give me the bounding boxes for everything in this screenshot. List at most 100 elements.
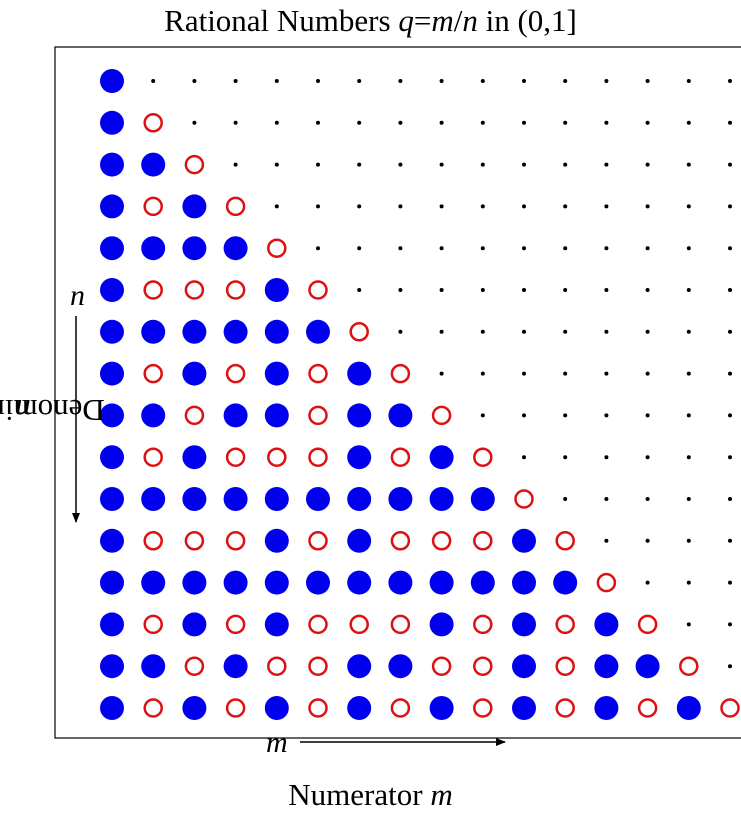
grid-dot-m9-n2 [439,120,444,125]
grid-dot-m12-n1 [563,79,568,83]
reduced-point-m6-n13 [306,570,330,595]
grid-dot-m13-n9 [604,413,609,418]
reduced-point-m3-n4 [182,194,207,219]
reduced-point-m11-n12 [512,528,536,553]
reduced-point-m3-n5 [182,236,207,261]
nonreduced-point-m12-n15 [555,656,575,676]
grid-dot-m15-n13 [686,580,691,585]
reduced-point-m3-n7 [182,319,207,344]
nonreduced-point-m6-n8 [308,363,328,384]
reduced-point-m1-n12 [100,528,124,553]
grid-dot-m6-n1 [316,79,320,83]
reduced-point-m2-n7 [141,319,166,344]
nonreduced-point-m10-n14 [473,614,493,635]
reduced-point-m1-n5 [100,236,124,261]
grid-dot-m16-n3 [728,162,732,167]
nonreduced-point-m3-n6 [184,280,205,300]
nonreduced-point-m9-n12 [431,531,452,551]
grid-dot-m13-n11 [604,497,609,501]
grid-dot-m13-n6 [604,288,609,292]
grid-dot-m16-n1 [728,79,732,83]
nonreduced-point-m6-n16 [308,698,328,718]
grid-dot-m14-n12 [645,538,650,543]
reduced-point-m13-n15 [594,654,619,679]
reduced-point-m9-n16 [429,696,454,720]
grid-dot-m11-n4 [522,204,526,209]
grid-dot-m14-n8 [645,371,650,376]
grid-dot-m9-n8 [439,371,444,376]
reduced-point-m7-n15 [347,654,372,679]
reduced-point-m4-n13 [223,570,248,595]
nonreduced-point-m6-n9 [308,405,328,426]
chart-title: Rational Numbers q=m/n in (0,1] [164,3,577,38]
nonreduced-point-m11-n11 [514,489,534,509]
reduced-point-m11-n16 [512,696,536,720]
nonreduced-point-m3-n3 [184,154,205,175]
grid-dot-m9-n7 [439,329,444,334]
grid-dot-m14-n3 [645,162,650,167]
grid-dot-m8-n6 [398,288,403,292]
nonreduced-point-m8-n10 [390,447,411,467]
reduced-point-m5-n6 [264,278,289,302]
reduced-point-m2-n9 [141,403,166,428]
reduced-point-m1-n10 [100,445,124,470]
grid-dot-m15-n6 [686,288,691,292]
reduced-point-m2-n15 [141,654,166,679]
nonreduced-point-m7-n14 [349,614,369,635]
reduced-point-m1-n2 [100,110,124,135]
grid-dot-m8-n5 [398,246,403,251]
reduced-point-m7-n13 [347,570,372,595]
nonreduced-point-m6-n6 [308,280,328,300]
reduced-point-m5-n11 [264,487,289,511]
reduced-point-m1-n8 [100,361,124,386]
grid-dot-m13-n10 [604,455,609,460]
nonreduced-point-m6-n14 [308,614,328,635]
grid-dot-m10-n8 [480,371,485,376]
grid-dot-m12-n9 [563,413,568,418]
reduced-point-m12-n13 [553,570,578,595]
grid-dot-m15-n3 [686,162,691,167]
reduced-point-m7-n9 [347,403,372,428]
grid-dot-m10-n1 [480,79,485,83]
grid-dot-m13-n12 [604,538,609,543]
nonreduced-point-m10-n12 [473,531,493,551]
grid-dot-m5-n1 [274,79,279,83]
n-arrow-label: n [70,279,85,312]
grid-dot-m15-n4 [686,204,691,209]
grid-dot-m12-n3 [563,162,568,167]
reduced-point-m3-n11 [182,487,207,511]
nonreduced-point-m10-n16 [473,698,493,718]
nonreduced-point-m8-n8 [390,363,411,384]
nonreduced-point-m2-n8 [143,363,163,384]
grid-dot-m10-n5 [480,246,485,251]
nonreduced-point-m12-n16 [555,698,575,718]
grid-dot-m12-n6 [563,288,568,292]
grid-dot-m7-n5 [357,246,362,251]
grid-dot-m15-n8 [686,371,691,376]
grid-dot-m16-n8 [728,371,732,376]
grid-dot-m16-n9 [728,413,732,418]
nonreduced-point-m8-n14 [390,614,411,635]
grid-dot-m9-n6 [439,288,444,292]
grid-dot-m5-n3 [274,162,279,167]
nonreduced-point-m4-n12 [225,531,246,551]
reduced-point-m11-n14 [512,612,536,637]
nonreduced-point-m8-n16 [390,698,411,718]
reduced-point-m14-n15 [635,654,660,679]
grid-dot-m15-n7 [686,329,691,334]
grid-dot-m15-n14 [686,622,691,627]
nonreduced-point-m3-n9 [184,405,205,426]
nonreduced-point-m2-n2 [143,113,163,133]
grid-dot-m14-n2 [645,120,650,125]
grid-dot-m5-n2 [274,120,279,125]
grid-dot-m16-n7 [728,329,732,334]
grid-dot-m8-n3 [398,162,403,167]
nonreduced-point-m13-n13 [596,572,617,593]
reduced-point-m7-n16 [347,696,372,720]
plot-frame [54,46,741,739]
grid-dot-m11-n8 [522,371,526,376]
reduced-point-m4-n15 [223,654,248,679]
grid-dot-m7-n3 [357,162,362,167]
grid-dot-m12-n4 [563,204,568,209]
reduced-point-m1-n3 [100,152,124,177]
